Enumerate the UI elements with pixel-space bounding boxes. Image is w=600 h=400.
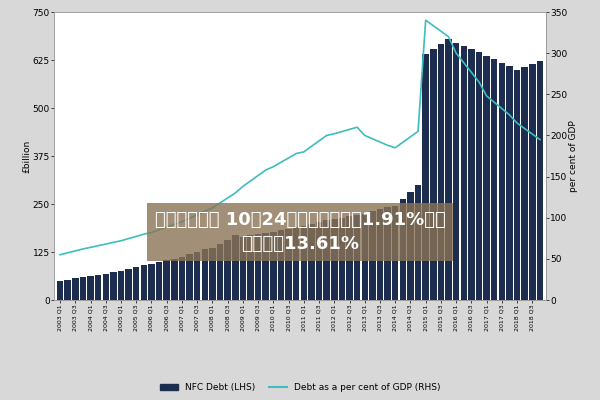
Bar xyxy=(133,267,139,300)
Bar xyxy=(88,276,94,300)
Bar xyxy=(362,214,368,300)
Bar xyxy=(247,235,254,300)
Bar xyxy=(316,222,322,300)
Bar xyxy=(293,227,299,300)
Bar xyxy=(407,192,413,300)
Y-axis label: per cent of GDP: per cent of GDP xyxy=(569,120,578,192)
Bar xyxy=(476,52,482,300)
Bar xyxy=(301,226,307,300)
Bar xyxy=(179,257,185,300)
Bar xyxy=(514,70,520,300)
Bar xyxy=(140,266,147,300)
Bar xyxy=(156,262,163,300)
Legend: NFC Debt (LHS), Debt as a per cent of GDP (RHS): NFC Debt (LHS), Debt as a per cent of GD… xyxy=(156,379,444,396)
Bar xyxy=(278,230,284,300)
Bar xyxy=(468,49,475,300)
Bar xyxy=(338,218,345,300)
Bar xyxy=(232,236,239,300)
Bar xyxy=(125,269,132,300)
Bar xyxy=(369,212,376,300)
Bar xyxy=(461,46,467,300)
Bar xyxy=(262,233,269,300)
Bar xyxy=(415,185,421,300)
Bar xyxy=(255,234,262,300)
Bar xyxy=(64,280,71,300)
Bar xyxy=(400,199,406,300)
Bar xyxy=(453,44,460,300)
Bar xyxy=(499,62,505,300)
Bar xyxy=(80,277,86,300)
Bar xyxy=(95,275,101,300)
Bar xyxy=(187,254,193,300)
Y-axis label: £billion: £billion xyxy=(22,139,31,173)
Bar xyxy=(202,249,208,300)
Bar xyxy=(529,64,536,300)
Bar xyxy=(308,224,314,300)
Bar xyxy=(346,216,353,300)
Bar xyxy=(209,248,215,300)
Bar xyxy=(536,61,543,300)
Bar xyxy=(323,220,330,300)
Bar xyxy=(354,215,361,300)
Bar xyxy=(118,271,124,300)
Bar xyxy=(445,39,452,300)
Bar xyxy=(506,66,512,300)
Bar xyxy=(110,272,116,300)
Bar xyxy=(491,59,497,300)
Bar xyxy=(392,206,398,300)
Bar xyxy=(422,54,429,300)
Bar xyxy=(484,56,490,300)
Bar xyxy=(270,232,277,300)
Bar xyxy=(331,219,338,300)
Bar xyxy=(72,278,79,300)
Bar xyxy=(437,44,444,300)
Bar xyxy=(103,274,109,300)
Bar xyxy=(377,209,383,300)
Bar xyxy=(286,229,292,300)
Bar xyxy=(430,49,437,300)
Bar xyxy=(171,258,178,300)
Bar xyxy=(57,281,64,300)
Bar xyxy=(385,207,391,300)
Bar xyxy=(148,264,155,300)
Bar xyxy=(217,244,223,300)
Bar xyxy=(521,67,528,300)
Bar xyxy=(194,252,200,300)
Bar xyxy=(224,240,231,300)
Bar xyxy=(239,237,246,300)
Bar xyxy=(163,260,170,300)
Text: 股票杠杆网址 10月24日核建转债下跌1.91%，转
股溢价率13.61%: 股票杠杆网址 10月24日核建转债下跌1.91%，转 股溢价率13.61% xyxy=(155,210,445,254)
